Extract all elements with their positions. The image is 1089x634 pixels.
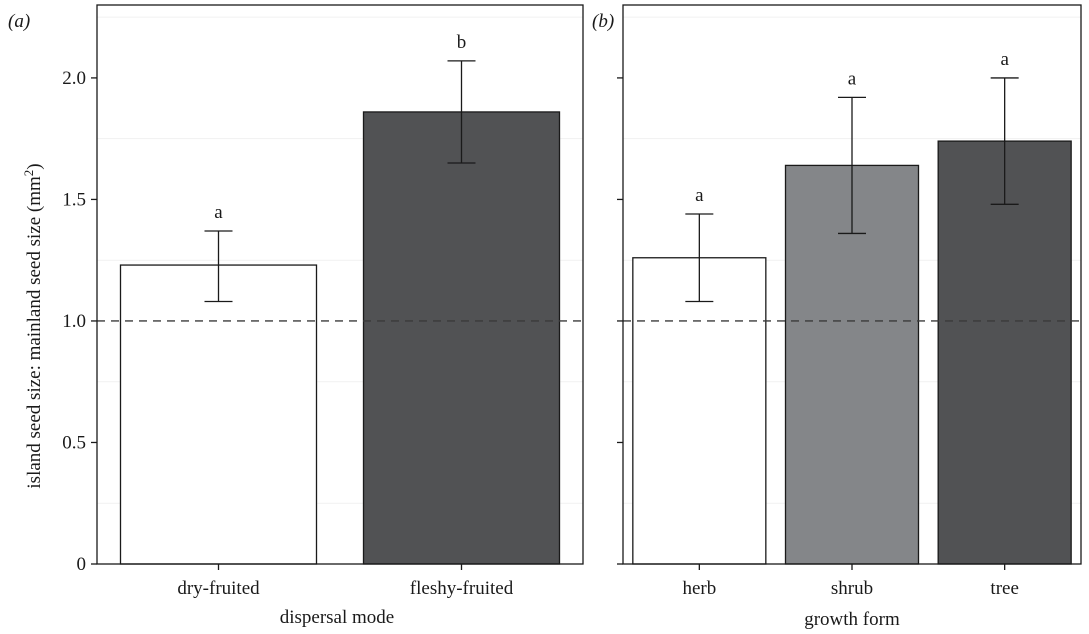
x-axis-title-b: growth form [804, 609, 900, 629]
significance-letter-a-0: a [214, 202, 223, 223]
panel-b: a a a herb shrub tree [617, 4, 1082, 599]
significance-letter-b-1: a [848, 68, 857, 89]
significance-letter-b-0: a [695, 185, 704, 206]
bar-b-2 [937, 140, 1072, 565]
x-tick-label-a-1: fleshy-fruited [410, 578, 514, 599]
y-tick-label-2: 1.0 [62, 311, 86, 332]
significance-letter-a-1: b [457, 32, 467, 53]
x-tick-label-b-0: herb [682, 578, 716, 599]
panel-label-b: (b) [592, 11, 614, 32]
y-tick-label-0: 0 [77, 554, 87, 575]
bar-a-1 [362, 111, 561, 565]
y-axis-title: island seed size: mainland seed size (mm… [21, 163, 45, 488]
y-tick-label-1: 0.5 [62, 432, 86, 453]
y-axis-title-end: ) [24, 163, 45, 169]
x-tick-label-b-1: shrub [831, 578, 873, 599]
x-tick-label-a-0: dry-fruited [177, 578, 260, 599]
y-tick-label-3: 1.5 [62, 189, 86, 210]
x-axis-title-a: dispersal mode [280, 607, 395, 628]
x-tick-label-b-2: tree [990, 578, 1018, 599]
significance-letter-b-2: a [1000, 49, 1009, 70]
panel-a: a b 0 0.5 1.0 1.5 2.0 dry-fruited fleshy-fruited [62, 4, 584, 599]
panel-label-a: (a) [8, 11, 30, 32]
y-axis-title-superscript: 2 [21, 170, 36, 177]
bar-b-0 [632, 257, 767, 565]
bar-a-0 [119, 264, 318, 565]
panel-frame-a [96, 4, 584, 565]
y-axis-title-main: island seed size: mainland seed size (mm [24, 176, 45, 489]
y-tick-label-4: 2.0 [62, 68, 86, 89]
